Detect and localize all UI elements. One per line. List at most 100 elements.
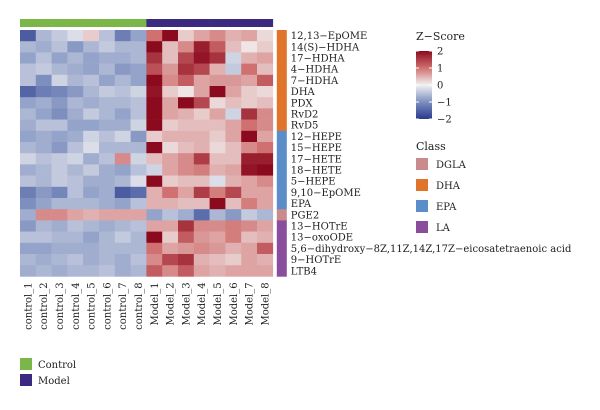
zscore-tick-label: −2 xyxy=(437,115,452,126)
heatmap-cell xyxy=(114,97,131,109)
heatmap-cell xyxy=(130,198,147,210)
heatmap-cell xyxy=(241,97,258,109)
column-label: Model_6 xyxy=(229,282,240,325)
heatmap-cell xyxy=(193,119,210,132)
column-label: control_4 xyxy=(71,282,82,329)
heatmap-cell xyxy=(99,254,116,266)
heatmap-cell xyxy=(178,265,195,277)
heatmap-cell xyxy=(193,63,210,76)
heatmap-cell xyxy=(178,175,195,188)
heatmap-cell xyxy=(209,153,226,165)
column-group-bar xyxy=(20,19,274,27)
heatmap-cell xyxy=(83,242,100,255)
heatmap-cell xyxy=(51,209,68,221)
heatmap-cell xyxy=(178,97,195,109)
heatmap-cell xyxy=(83,97,100,109)
heatmap-cell xyxy=(35,231,52,244)
heatmap-cell xyxy=(193,242,210,255)
heatmap-cell xyxy=(130,153,147,165)
heatmap-cell xyxy=(178,186,195,199)
heatmap-cell xyxy=(162,74,179,87)
heatmap-cell xyxy=(99,41,116,53)
heatmap-cell xyxy=(178,30,195,42)
heatmap-cell xyxy=(83,130,100,143)
column-label: control_6 xyxy=(102,282,113,329)
heatmap-cell xyxy=(35,254,52,266)
heatmap-cell xyxy=(241,153,258,165)
heatmap-cell xyxy=(162,254,179,266)
row-labels: 12,13−EpOME14(S)−HDHA17−HDHA4−HDHA7−HDHA… xyxy=(291,31,572,277)
heatmap-cell xyxy=(35,108,52,120)
heatmap-cell xyxy=(209,254,226,266)
heatmap-cell xyxy=(257,153,274,165)
heatmap-cell xyxy=(114,86,131,98)
heatmap-cell xyxy=(51,86,68,98)
row-label: 17−HETE xyxy=(291,154,342,165)
heatmap-cell xyxy=(114,254,131,266)
heatmap-cell xyxy=(241,142,258,154)
heatmap-cell xyxy=(241,52,258,64)
group-bar-cell xyxy=(20,19,37,27)
heatmap-cell xyxy=(99,153,116,165)
heatmap-cell xyxy=(67,63,84,76)
heatmap-cell xyxy=(35,74,52,87)
class-bar-cell xyxy=(276,265,287,277)
heatmap-cell xyxy=(193,254,210,266)
heatmap-cell xyxy=(193,198,210,210)
heatmap-cell xyxy=(257,130,274,143)
heatmap-cell xyxy=(51,198,68,210)
heatmap-cell xyxy=(83,108,100,120)
heatmap-cell xyxy=(178,52,195,64)
heatmap-cell xyxy=(209,142,226,154)
heatmap-cell xyxy=(146,220,163,232)
class-legend: Class DGLA DHA EPA LA xyxy=(416,140,467,234)
heatmap-cell xyxy=(51,108,68,120)
heatmap-cell xyxy=(67,130,84,143)
heatmap-cell xyxy=(51,130,68,143)
heatmap-cell xyxy=(67,175,84,188)
heatmap-cell xyxy=(130,52,147,64)
heatmap-cell xyxy=(257,198,274,210)
row-label: EPA xyxy=(291,199,312,210)
heatmap-cell xyxy=(83,142,100,154)
heatmap-cell xyxy=(51,119,68,132)
heatmap-cell xyxy=(225,108,242,120)
row-label: 12−HEPE xyxy=(291,132,342,143)
heatmap-cell xyxy=(67,231,84,244)
heatmap-cell xyxy=(241,63,258,76)
heatmap-cell xyxy=(35,164,52,176)
heatmap-cell xyxy=(146,231,163,244)
group-bar-cell xyxy=(162,19,179,27)
zscore-tick-label: 1 xyxy=(437,64,443,75)
group-bar-cell xyxy=(241,19,258,27)
heatmap-cell xyxy=(162,86,179,98)
column-label: control_7 xyxy=(118,282,129,329)
heatmap-cell xyxy=(225,220,242,232)
heatmap-cell xyxy=(83,86,100,98)
heatmap-cell xyxy=(20,175,37,188)
heatmap-cell xyxy=(99,242,116,255)
group-bar-cell xyxy=(193,19,210,27)
heatmap-cell xyxy=(162,52,179,64)
heatmap-cell xyxy=(241,130,258,143)
heatmap-cell xyxy=(51,164,68,176)
heatmap-cell xyxy=(257,254,274,266)
heatmap-cell xyxy=(241,74,258,87)
heatmap-cell xyxy=(99,142,116,154)
heatmap-cell xyxy=(257,30,274,42)
heatmap-cell xyxy=(130,97,147,109)
heatmap-cell xyxy=(209,175,226,188)
heatmap-cell xyxy=(35,30,52,42)
heatmap-cell xyxy=(257,142,274,154)
row-label: 5,6−dihydroxy−8Z,11Z,14Z,17Z−eicosatetra… xyxy=(291,244,572,255)
heatmap-cell xyxy=(67,220,84,232)
zscore-tick-label: 2 xyxy=(437,47,443,58)
column-label: Model_1 xyxy=(150,282,161,325)
heatmap-cell xyxy=(51,153,68,165)
heatmap-cell xyxy=(114,30,131,42)
heatmap-cell xyxy=(20,209,37,221)
heatmap-cell xyxy=(20,108,37,120)
group-bar-cell xyxy=(130,19,147,27)
heatmap-cell xyxy=(20,164,37,176)
heatmap-cell xyxy=(35,97,52,109)
